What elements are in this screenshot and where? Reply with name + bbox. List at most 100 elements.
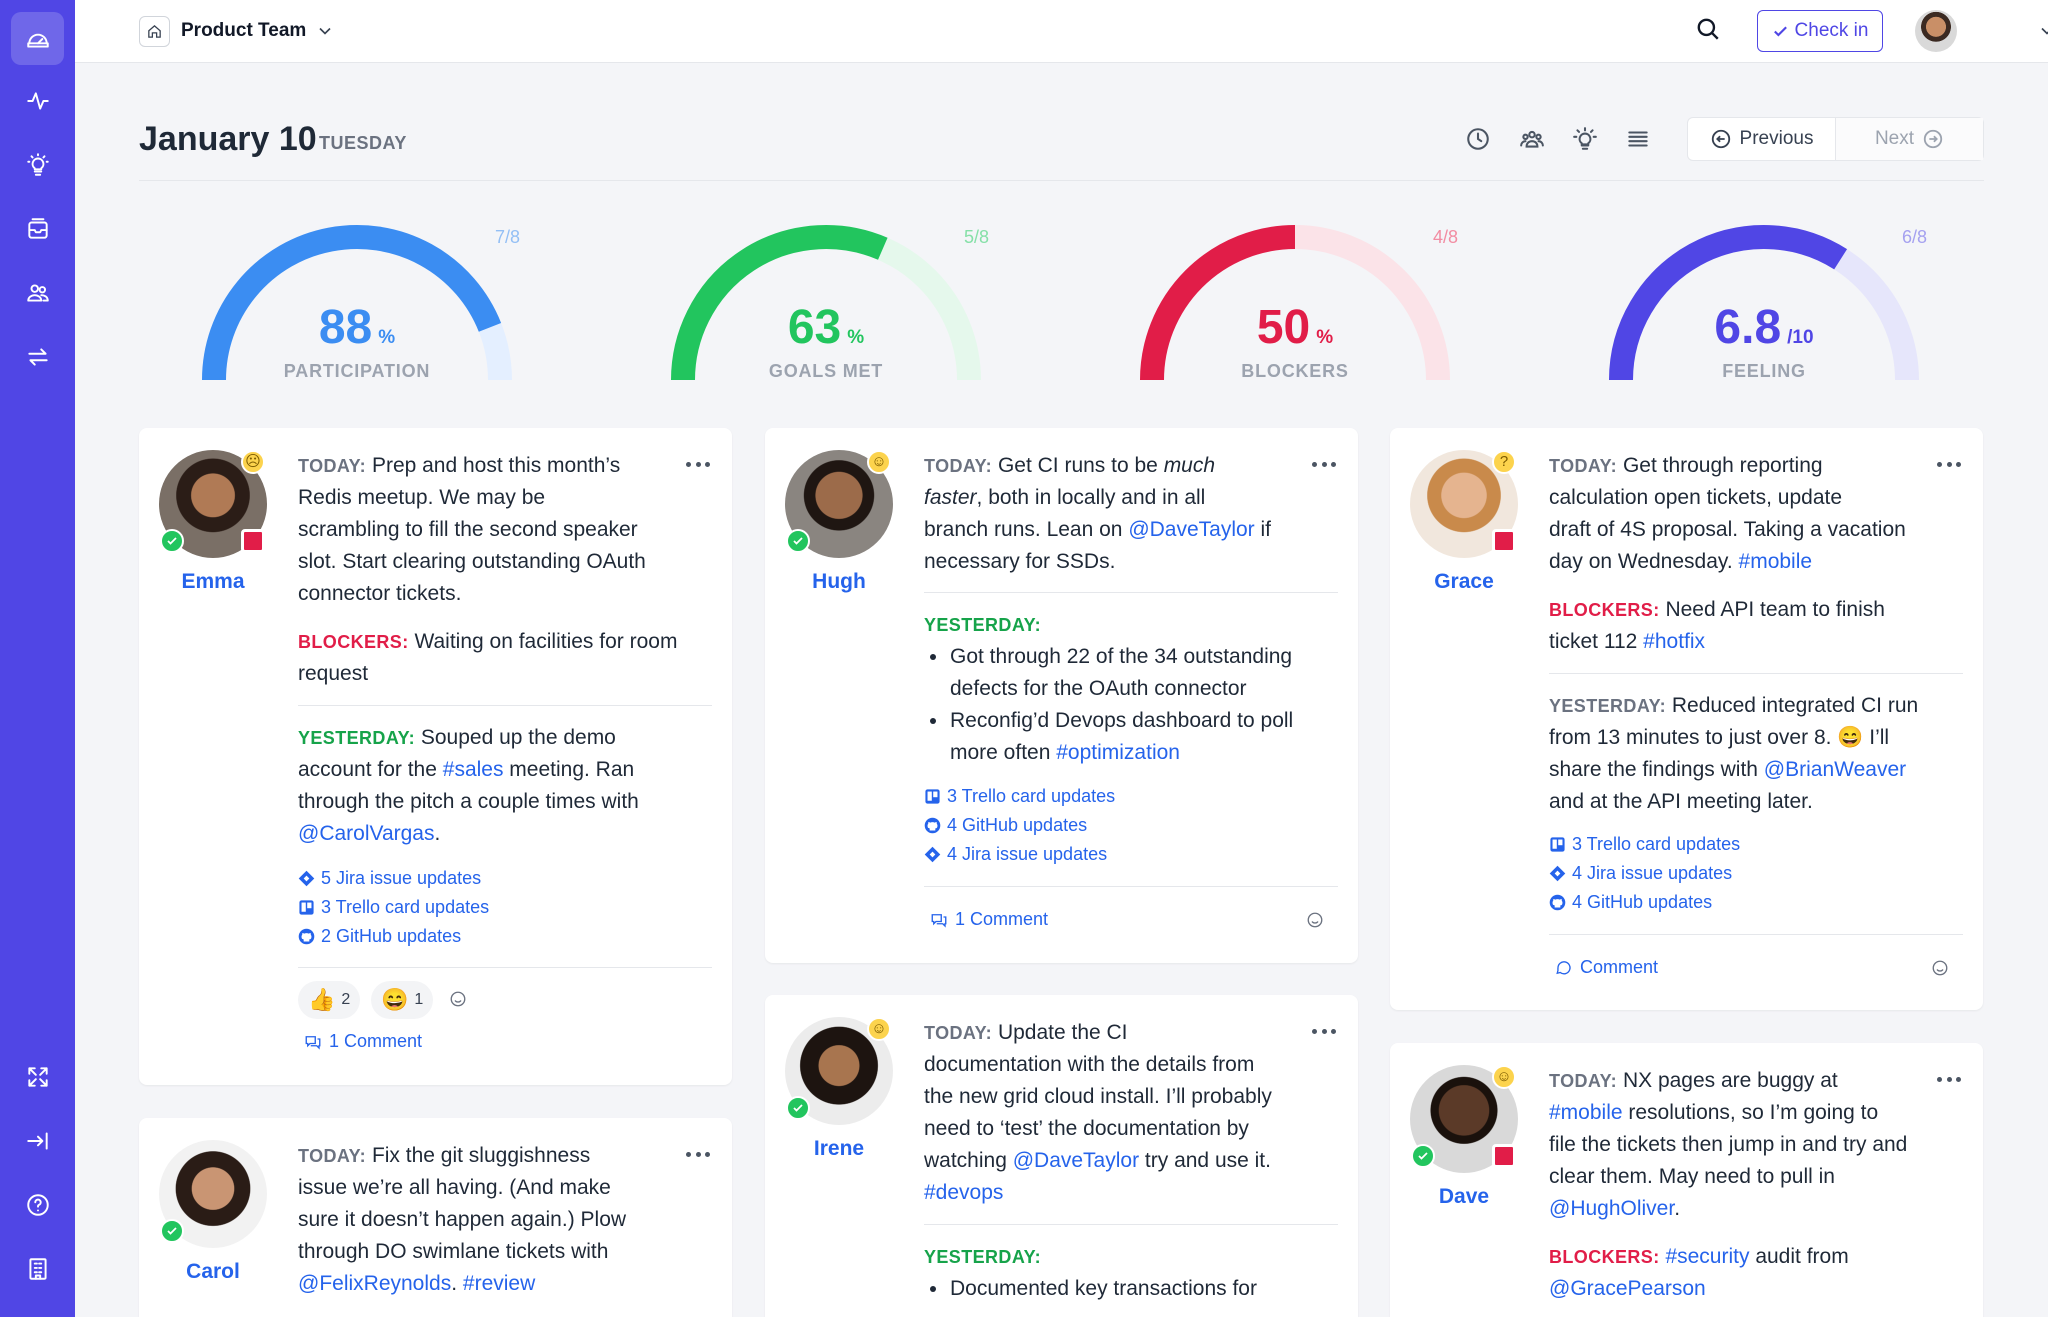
mention-link[interactable]: @DaveTaylor: [1128, 518, 1255, 541]
gauge-fraction: 7/8: [494, 227, 520, 247]
weekday-label: TUESDAY: [319, 133, 407, 153]
trello-updates-link[interactable]: 3 Trello card updates: [924, 786, 1115, 807]
member-name[interactable]: Dave: [1438, 1185, 1490, 1208]
list-item: Reconfig’d Devops dashboard to poll more …: [924, 705, 1344, 769]
dashboard-icon[interactable]: [11, 12, 64, 65]
comment-icon: [1556, 960, 1571, 974]
gauge-value: 88%: [318, 301, 396, 354]
check-in-label: Check in: [1794, 20, 1869, 41]
github-updates-link[interactable]: 4 GitHub updates: [924, 815, 1087, 836]
comments-link[interactable]: 1 Comment: [304, 1031, 422, 1052]
next-button[interactable]: Next: [1835, 118, 1983, 160]
list-view-icon[interactable]: [1625, 126, 1651, 152]
github-updates-link[interactable]: 4 GitHub updates: [1549, 892, 1712, 913]
hashtag-link[interactable]: #optimization: [1056, 741, 1180, 764]
mention-link[interactable]: @BrianWeaver: [1763, 758, 1907, 781]
user-avatar[interactable]: [1915, 10, 1957, 52]
member-name[interactable]: Grace: [1434, 570, 1494, 593]
mention-link[interactable]: @FelixReynolds: [298, 1272, 452, 1295]
more-options-icon[interactable]: [1937, 1077, 1961, 1087]
member-name[interactable]: Carol: [186, 1260, 240, 1283]
inbox-icon[interactable]: [11, 202, 64, 255]
help-icon[interactable]: [11, 1178, 64, 1231]
feeling-gauge: 6/8 6.8/10 FEELING: [1599, 225, 1929, 395]
divider: [924, 886, 1338, 887]
home-icon[interactable]: [139, 16, 170, 47]
activity-icon[interactable]: [11, 74, 64, 127]
team-icon[interactable]: [11, 266, 64, 319]
trello-updates-link[interactable]: 3 Trello card updates: [1549, 834, 1740, 855]
trello-updates-link[interactable]: 3 Trello card updates: [298, 897, 489, 918]
divider: [924, 592, 1338, 593]
chevron-down-icon[interactable]: [315, 21, 335, 41]
reaction-laugh[interactable]: 😄 1: [371, 981, 434, 1019]
gauge-fraction: 6/8: [1901, 227, 1927, 247]
mention-link[interactable]: @CarolVargas: [298, 822, 435, 845]
reaction-thumbs-up[interactable]: 👍 2: [298, 981, 361, 1019]
hashtag-link[interactable]: #review: [462, 1272, 536, 1295]
page-title: January 10: [139, 120, 317, 158]
gauge-label: BLOCKERS: [1241, 361, 1349, 381]
add-reaction-icon[interactable]: [1306, 911, 1324, 934]
today-update: TODAY: NX pages are buggy at #mobile res…: [1549, 1069, 1908, 1220]
lightbulb-icon[interactable]: [1572, 126, 1598, 152]
today-update: TODAY: Get through reporting calculation…: [1549, 454, 1906, 573]
previous-button[interactable]: Previous: [1688, 118, 1835, 160]
previous-label: Previous: [1739, 128, 1814, 149]
chevron-down-icon[interactable]: [2037, 21, 2048, 41]
collapse-sidebar-icon[interactable]: [11, 1114, 64, 1167]
checked-in-icon: [786, 1096, 810, 1120]
member-name[interactable]: Emma: [181, 570, 245, 593]
building-icon[interactable]: [11, 1242, 64, 1295]
standup-card-irene: ☺ Irene TODAY: Update the CI documentati…: [765, 995, 1358, 1317]
check-in-button[interactable]: Check in: [1757, 10, 1883, 52]
github-icon: [924, 817, 941, 834]
add-reaction-icon[interactable]: [449, 990, 467, 1013]
list-item: Documented key transactions for: [924, 1273, 1344, 1305]
mention-link[interactable]: @GracePearson: [1549, 1277, 1706, 1300]
goals-met-gauge: 5/8 63% GOALS MET: [661, 225, 991, 395]
mention-link[interactable]: @HughOliver: [1549, 1197, 1675, 1220]
hashtag-link[interactable]: #hotfix: [1643, 630, 1706, 653]
more-options-icon[interactable]: [1312, 1029, 1336, 1039]
hashtag-link[interactable]: #devops: [924, 1181, 1004, 1204]
jira-icon: [1549, 865, 1566, 882]
swap-icon[interactable]: [11, 330, 64, 383]
more-options-icon[interactable]: [686, 1152, 710, 1162]
expand-icon[interactable]: [11, 1050, 64, 1103]
team-view-icon[interactable]: [1519, 126, 1545, 152]
comments-link[interactable]: 1 Comment: [930, 909, 1048, 930]
hashtag-link[interactable]: #security: [1665, 1245, 1750, 1268]
search-icon[interactable]: [1695, 16, 1725, 46]
member-name[interactable]: Irene: [813, 1137, 865, 1160]
comments-icon: [931, 913, 947, 928]
blockers-update: BLOCKERS: Waiting on facilities for room…: [298, 630, 678, 685]
hashtag-link[interactable]: #mobile: [1738, 550, 1813, 573]
jira-updates-link[interactable]: 4 Jira issue updates: [924, 844, 1107, 865]
more-options-icon[interactable]: [1937, 462, 1961, 472]
hashtag-link[interactable]: #sales: [442, 758, 504, 781]
jira-updates-link[interactable]: 5 Jira issue updates: [298, 868, 481, 889]
github-updates-link[interactable]: 2 GitHub updates: [298, 926, 461, 947]
github-icon: [1549, 894, 1566, 911]
yesterday-update: YESTERDAY: Souped up the demo account fo…: [298, 726, 639, 845]
arrow-left-icon: [1711, 129, 1730, 149]
mention-link[interactable]: @DaveTaylor: [1012, 1149, 1140, 1172]
add-reaction-icon[interactable]: [1931, 959, 1949, 982]
more-options-icon[interactable]: [686, 462, 710, 472]
hashtag-link[interactable]: #mobile: [1549, 1101, 1623, 1124]
blockers-update: BLOCKERS: #security audit from @GracePea…: [1549, 1245, 1849, 1300]
more-options-icon[interactable]: [1312, 462, 1336, 472]
lightbulb-icon[interactable]: [11, 138, 64, 191]
divider: [1549, 934, 1963, 935]
gauge-value: 63%: [787, 301, 865, 354]
team-name[interactable]: Product Team: [181, 20, 307, 41]
today-update: TODAY: Get CI runs to be much faster, bo…: [924, 454, 1272, 573]
comments-link[interactable]: Comment: [1555, 957, 1658, 978]
gauge-arc: [202, 225, 512, 381]
jira-updates-link[interactable]: 4 Jira issue updates: [1549, 863, 1732, 884]
gauge-value: 6.8/10: [1714, 301, 1814, 354]
gauge-value-arc: [1609, 225, 1848, 381]
member-name[interactable]: Hugh: [812, 570, 866, 593]
clock-icon[interactable]: [1465, 126, 1491, 152]
